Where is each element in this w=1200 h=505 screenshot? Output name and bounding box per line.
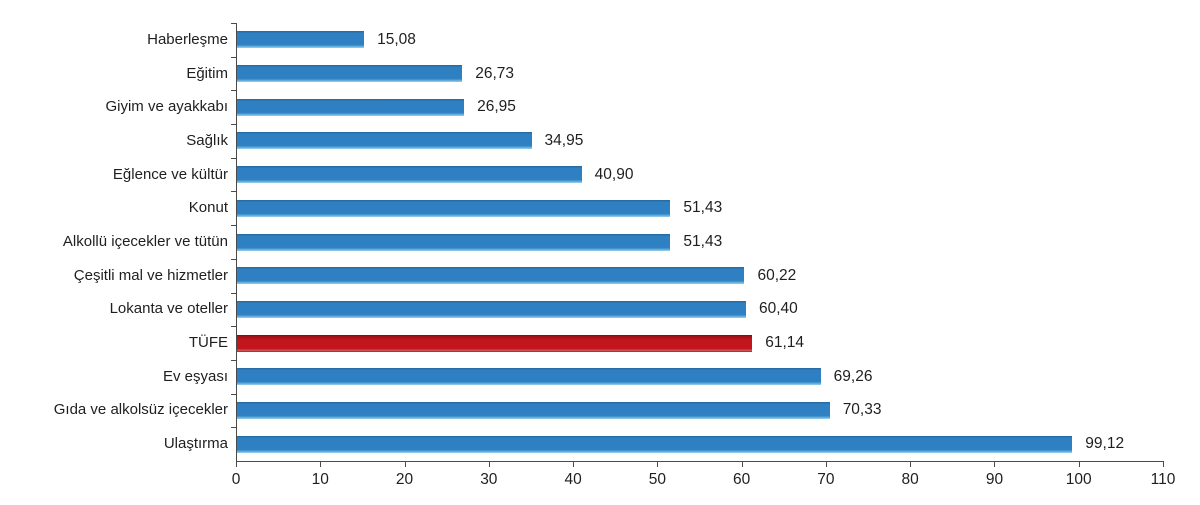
x-tick [910, 462, 912, 467]
x-tick [994, 462, 996, 467]
category-tick [231, 427, 236, 428]
value-label: 60,40 [759, 300, 798, 318]
bar [237, 199, 671, 217]
category-tick [231, 158, 236, 159]
x-tick [236, 462, 237, 467]
x-tick [1078, 462, 1080, 467]
x-axis [236, 461, 1164, 462]
category-tick [231, 90, 236, 91]
category-tick [231, 124, 236, 125]
bar [237, 267, 745, 285]
x-tick [741, 462, 743, 467]
bar [237, 368, 821, 386]
value-label: 26,73 [475, 64, 515, 82]
category-tick [231, 360, 236, 361]
x-tick [320, 462, 322, 467]
x-tick-label: 20 [395, 471, 414, 488]
category-label: TÜFE [188, 334, 228, 352]
x-tick-label: 10 [311, 471, 329, 488]
bar [237, 65, 463, 83]
value-label: 70,33 [842, 401, 882, 419]
value-label: 26,95 [477, 98, 516, 116]
x-tick [1163, 462, 1164, 467]
category-tick [231, 259, 236, 260]
bar-highlight [237, 334, 753, 352]
category-tick [231, 225, 236, 226]
category-label: Sağlık [186, 131, 228, 149]
value-label: 51,43 [683, 233, 723, 250]
x-tick [404, 462, 406, 467]
bar [237, 233, 671, 251]
value-label: 51,43 [683, 199, 723, 217]
category-label: Ulaştırma [163, 435, 228, 453]
bar [237, 31, 365, 49]
category-tick [231, 293, 236, 294]
value-label: 69,26 [833, 367, 873, 385]
value-label: 15,08 [377, 30, 416, 48]
bar [237, 166, 582, 184]
bar [237, 132, 532, 150]
x-tick-label: 100 [1065, 471, 1092, 488]
x-tick-label: 50 [648, 471, 666, 488]
bar [237, 300, 746, 318]
category-tick [231, 326, 236, 327]
bar [237, 98, 465, 116]
x-tick [825, 462, 827, 467]
x-tick-label: 90 [985, 471, 1004, 488]
value-label: 40,90 [594, 165, 634, 183]
x-tick-label: 0 [231, 471, 241, 488]
category-label: Lokanta ve oteller [109, 300, 228, 318]
category-tick [231, 394, 236, 395]
category-label: Giyim ve ayakkabı [105, 98, 228, 116]
category-tick [231, 57, 236, 58]
value-label: 61,14 [765, 334, 805, 352]
x-tick-label: 80 [901, 471, 919, 488]
category-label: Çeşitli mal ve hizmetler [73, 266, 228, 284]
x-tick [488, 462, 490, 467]
x-tick [573, 462, 575, 467]
x-tick-label: 60 [733, 471, 751, 488]
y-axis [236, 23, 237, 462]
bar [237, 435, 1073, 453]
value-label: 99,12 [1085, 435, 1125, 453]
x-tick-label: 30 [480, 471, 498, 488]
category-label: Alkollü içecekler ve tütün [62, 233, 228, 250]
category-label: Ev eşyası [162, 367, 228, 385]
x-tick-label: 40 [564, 471, 582, 488]
value-label: 34,95 [544, 131, 584, 149]
x-tick-label: 70 [817, 471, 835, 488]
bar [237, 401, 830, 419]
category-tick [231, 23, 236, 24]
category-label: Haberleşme [147, 30, 228, 48]
x-tick-label: 110 [1150, 471, 1176, 488]
category-tick [231, 191, 236, 192]
x-tick [657, 462, 659, 467]
value-label: 60,22 [757, 266, 797, 284]
category-label: Eğitim [186, 64, 228, 82]
category-label: Gıda ve alkolsüz içecekler [53, 401, 228, 419]
category-label: Konut [188, 199, 228, 217]
category-label: Eğlence ve kültür [112, 165, 228, 183]
